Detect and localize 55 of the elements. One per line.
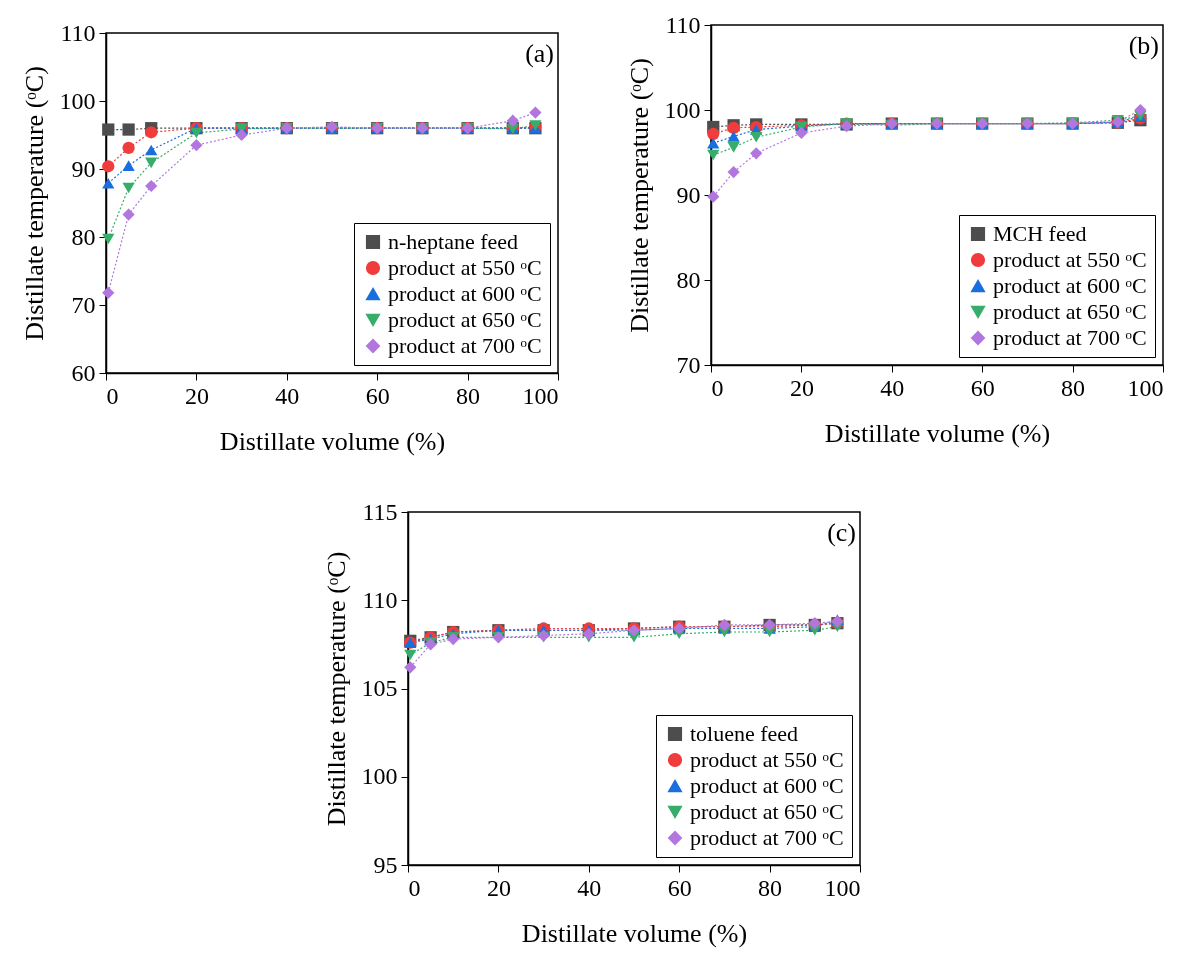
legend-label: product at 550 ᵒC: [993, 247, 1147, 272]
legend-label: toluene feed: [690, 721, 799, 746]
y-tick-label: 70: [676, 351, 701, 378]
legend-label: product at 650 ᵒC: [388, 307, 542, 332]
y-tick-label: 115: [362, 498, 398, 525]
y-tick-label: 110: [362, 586, 398, 613]
y-tick-label: 100: [59, 87, 96, 114]
y-tick-label: 100: [361, 763, 398, 790]
y-tick-label: 80: [676, 266, 701, 293]
x-tick-label: 0: [711, 374, 724, 401]
y-tick-label: 110: [60, 19, 96, 46]
x-axis-title: Distillate volume (%): [521, 918, 748, 948]
x-tick-label: 0: [408, 874, 421, 901]
legend-label: product at 600 ᵒC: [993, 273, 1147, 298]
y-tick-label: 90: [71, 155, 96, 182]
y-tick-label: 100: [664, 96, 701, 123]
y-tick-label: 90: [676, 181, 701, 208]
legend-label: product at 600 ᵒC: [388, 281, 542, 306]
x-tick-label: 100: [522, 382, 559, 409]
x-tick-label: 20: [789, 374, 814, 401]
x-axis-title: Distillate volume (%): [219, 426, 446, 456]
legend-label: product at 650 ᵒC: [690, 799, 844, 824]
legend-label: product at 550 ᵒC: [388, 255, 542, 280]
x-tick-label: 40: [880, 374, 905, 401]
x-axis-title: Distillate volume (%): [824, 418, 1051, 448]
legend-label: n-heptane feed: [388, 229, 519, 254]
annotation: (c): [827, 518, 856, 547]
x-tick-label: 60: [970, 374, 995, 401]
legend-label: product at 600 ᵒC: [690, 773, 844, 798]
y-tick-label: 80: [71, 223, 96, 250]
legend-label: MCH feed: [993, 221, 1087, 246]
x-tick-label: 40: [577, 874, 602, 901]
y-tick-label: 70: [71, 291, 96, 318]
y-axis-title: Distillate temperature (ᵒC): [19, 66, 49, 341]
y-axis-title: Distillate temperature (ᵒC): [321, 551, 351, 827]
legend-label: product at 700 ᵒC: [690, 825, 844, 850]
legend-label: product at 650 ᵒC: [993, 299, 1147, 324]
y-tick-label: 110: [665, 11, 701, 38]
x-tick-label: 40: [275, 382, 300, 409]
annotation: (b): [1128, 31, 1159, 60]
y-tick-label: 95: [373, 851, 398, 878]
legend-label: product at 700 ᵒC: [993, 325, 1147, 350]
x-tick-label: 0: [106, 382, 119, 409]
y-tick-label: 105: [361, 675, 398, 701]
x-tick-label: 100: [1127, 374, 1164, 401]
x-tick-label: 20: [184, 382, 209, 409]
x-tick-label: 100: [824, 874, 861, 901]
legend-label: product at 550 ᵒC: [690, 747, 844, 772]
legend-label: product at 700 ᵒC: [388, 333, 542, 358]
y-axis-title: Distillate temperature (ᵒC): [624, 58, 654, 333]
annotation: (a): [525, 39, 554, 68]
x-tick-label: 80: [758, 874, 783, 901]
x-tick-label: 20: [486, 874, 511, 901]
x-tick-label: 80: [1061, 374, 1086, 401]
x-tick-label: 80: [456, 382, 481, 409]
